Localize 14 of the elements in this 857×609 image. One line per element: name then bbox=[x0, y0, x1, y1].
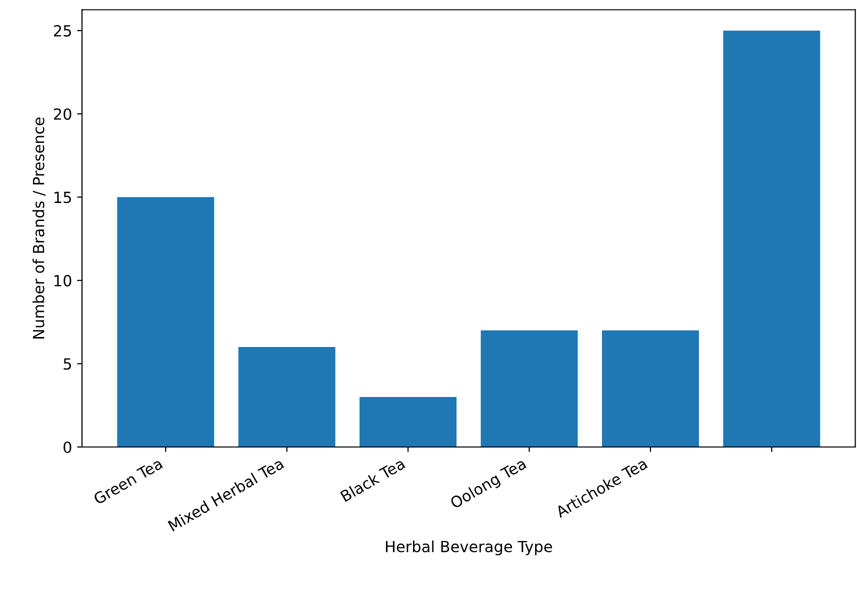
y-tick-label: 0 bbox=[64, 441, 72, 454]
bar bbox=[360, 397, 457, 448]
bar bbox=[602, 330, 699, 448]
bar bbox=[723, 30, 820, 448]
bar bbox=[238, 347, 336, 448]
bar bbox=[480, 330, 578, 448]
x-axis-title: Herbal Beverage Type bbox=[386, 540, 552, 556]
y-axis-title: Number of Brands / Presence bbox=[32, 118, 46, 339]
y-tick-label: 20 bbox=[54, 108, 72, 120]
y-tick-label: 15 bbox=[54, 192, 71, 204]
y-tick-label: 5 bbox=[64, 358, 71, 370]
y-tick-label: 10 bbox=[54, 274, 72, 286]
y-tick-label: 25 bbox=[54, 25, 71, 37]
bar bbox=[117, 197, 214, 448]
